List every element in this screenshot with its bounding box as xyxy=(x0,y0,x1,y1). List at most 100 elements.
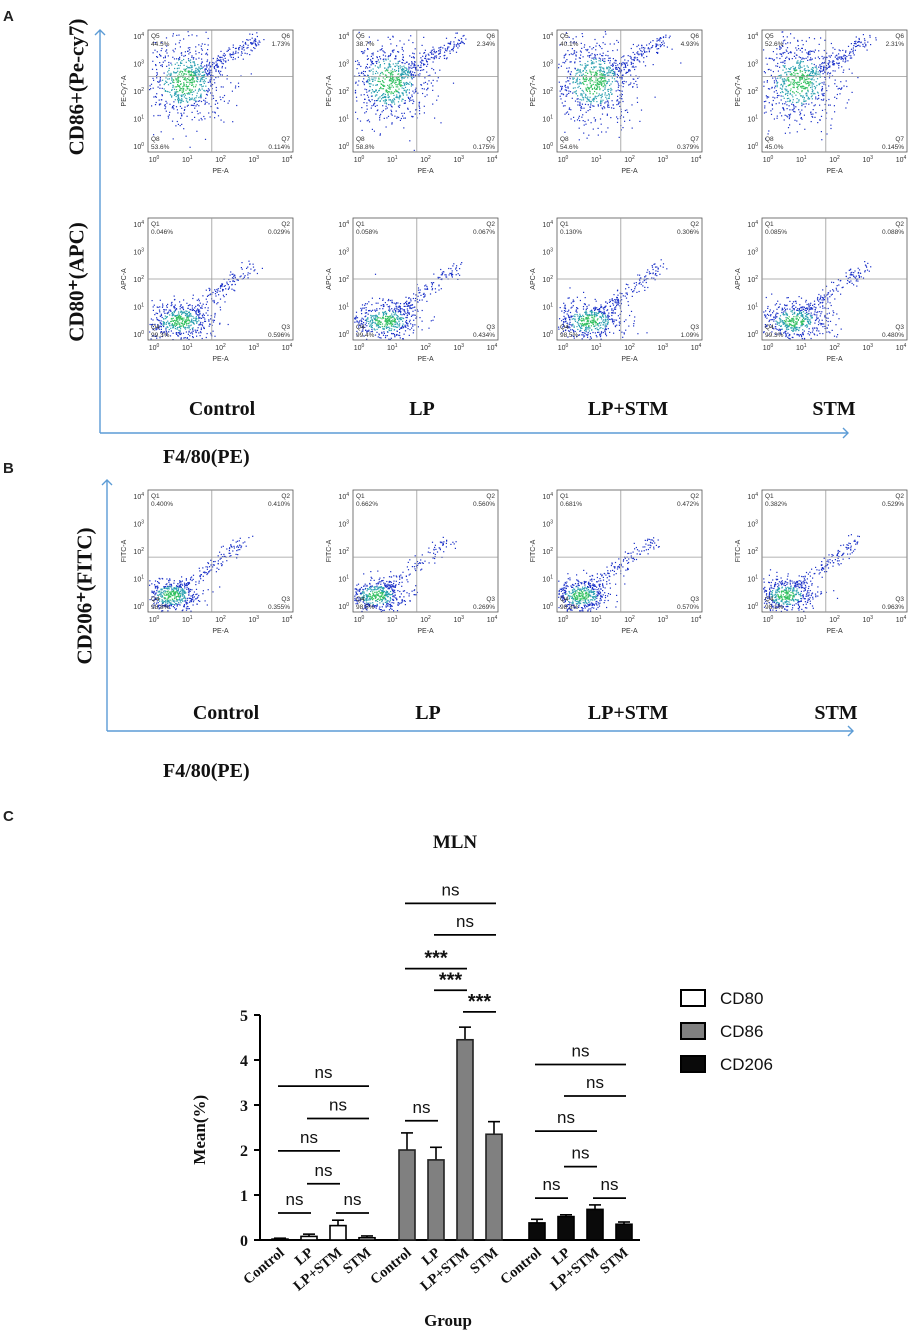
bar-cd80-lp xyxy=(300,1235,318,1241)
y-tick-label: 102 xyxy=(338,87,349,96)
quadrant-percentage: 98.3% xyxy=(560,604,579,611)
quadrant-name: Q3 xyxy=(486,324,495,331)
x-axis-name: PE-A xyxy=(417,168,434,175)
x-tick-label: 104 xyxy=(282,615,293,624)
legend-label-cd80: CD80 xyxy=(720,989,763,1008)
x-tick-label: 103 xyxy=(248,155,259,164)
y-tick-label: 104 xyxy=(747,220,758,229)
x-tick-label: 103 xyxy=(657,155,668,164)
y-axis-name: APC-A xyxy=(326,268,333,290)
x-tick-label: 104 xyxy=(691,615,702,624)
y-tick-label: 100 xyxy=(133,330,144,339)
y-tick-label: 101 xyxy=(542,303,553,312)
x-tick-label: 103 xyxy=(862,155,873,164)
quadrant-name: Q5 xyxy=(560,33,569,40)
y-tick-label: 4 xyxy=(240,1053,248,1070)
quadrant-name: Q5 xyxy=(356,33,365,40)
y-tick-label: 100 xyxy=(133,142,144,151)
x-tick-label: 102 xyxy=(829,615,840,624)
quadrant-percentage: 40.1% xyxy=(560,41,579,48)
quadrant-percentage: 54.6% xyxy=(560,144,579,151)
quadrant-name: Q8 xyxy=(356,136,365,143)
x-axis-name: PE-A xyxy=(621,168,638,175)
quadrant-name: Q6 xyxy=(895,33,904,40)
plot-frame xyxy=(147,29,294,153)
quadrant-name: Q1 xyxy=(356,493,365,500)
x-tick-label: 100 xyxy=(354,343,365,352)
y-tick-label: 102 xyxy=(542,275,553,284)
category-label: Control xyxy=(497,1245,544,1288)
category-label: STM xyxy=(467,1245,502,1278)
y-tick-label: 101 xyxy=(747,303,758,312)
y-tick-label: 101 xyxy=(133,303,144,312)
flow-events xyxy=(763,31,877,141)
significance-label: ns xyxy=(344,1190,362,1209)
x-tick-label: 104 xyxy=(282,343,293,352)
y-tick-label: 100 xyxy=(133,602,144,611)
y-tick-label: 2 xyxy=(240,1143,248,1160)
y-tick-label: 104 xyxy=(542,220,553,229)
quadrant-percentage: 98.5% xyxy=(356,604,375,611)
bar-cd86-control xyxy=(398,1149,416,1241)
x-tick-label: 101 xyxy=(591,615,602,624)
y-tick-label: 101 xyxy=(338,303,349,312)
bar-cd206-control xyxy=(528,1222,546,1241)
panel-a-group-label-lp: LP xyxy=(409,398,435,420)
y-tick-label: 103 xyxy=(133,60,144,69)
y-axis-name: PE-Cy7-A xyxy=(735,75,742,106)
quadrant-percentage: 0.382% xyxy=(765,501,787,508)
x-tick-label: 104 xyxy=(691,155,702,164)
x-tick-label: 102 xyxy=(215,155,226,164)
significance-label: *** xyxy=(468,991,492,1013)
quadrant-percentage: 0.963% xyxy=(882,604,904,611)
x-tick-label: 100 xyxy=(763,615,774,624)
significance-label: ns xyxy=(456,912,474,931)
x-tick-label: 104 xyxy=(896,615,907,624)
significance-label: ns xyxy=(413,1098,431,1117)
quadrant-percentage: 52.6% xyxy=(765,41,784,48)
y-tick-label: 100 xyxy=(338,142,349,151)
x-tick-label: 101 xyxy=(387,343,398,352)
quadrant-percentage: 1.73% xyxy=(272,41,291,48)
quadrant-percentage: 98.8% xyxy=(151,604,170,611)
y-axis-name: FITC-A xyxy=(121,539,128,562)
y-tick-label: 3 xyxy=(240,1098,248,1115)
x-tick-label: 103 xyxy=(453,155,464,164)
x-tick-label: 101 xyxy=(387,155,398,164)
plot-frame xyxy=(761,29,908,153)
quadrant-percentage: 0.175% xyxy=(473,144,495,151)
panel-b-xlabel: F4/80(PE) xyxy=(163,760,250,782)
quadrant-name: Q1 xyxy=(151,493,160,500)
x-tick-label: 103 xyxy=(657,343,668,352)
significance-label: ns xyxy=(572,1042,590,1061)
quadrant-percentage: 0.596% xyxy=(268,332,290,339)
x-tick-label: 101 xyxy=(182,615,193,624)
flow-events xyxy=(149,31,265,148)
x-tick-label: 102 xyxy=(829,343,840,352)
x-tick-label: 104 xyxy=(896,343,907,352)
x-tick-label: 101 xyxy=(591,155,602,164)
x-tick-label: 102 xyxy=(420,343,431,352)
significance-label: ns xyxy=(329,1096,347,1115)
quadrant-name: Q2 xyxy=(281,493,290,500)
quadrant-name: Q8 xyxy=(765,136,774,143)
flow-events xyxy=(354,262,463,341)
quadrant-name: Q4 xyxy=(765,324,774,331)
x-tick-label: 102 xyxy=(420,155,431,164)
quadrant-name: Q2 xyxy=(690,493,699,500)
quadrant-percentage: 0.269% xyxy=(473,604,495,611)
x-tick-label: 100 xyxy=(763,343,774,352)
y-tick-label: 103 xyxy=(542,60,553,69)
x-tick-label: 100 xyxy=(558,615,569,624)
quadrant-percentage: 0.662% xyxy=(356,501,378,508)
x-tick-label: 101 xyxy=(796,343,807,352)
y-axis-label: Mean(%) xyxy=(190,1095,209,1165)
x-axis-name: PE-A xyxy=(621,356,638,363)
bar-cd206-stm xyxy=(615,1223,633,1241)
flow-events xyxy=(763,534,860,612)
y-tick-label: 103 xyxy=(133,520,144,529)
